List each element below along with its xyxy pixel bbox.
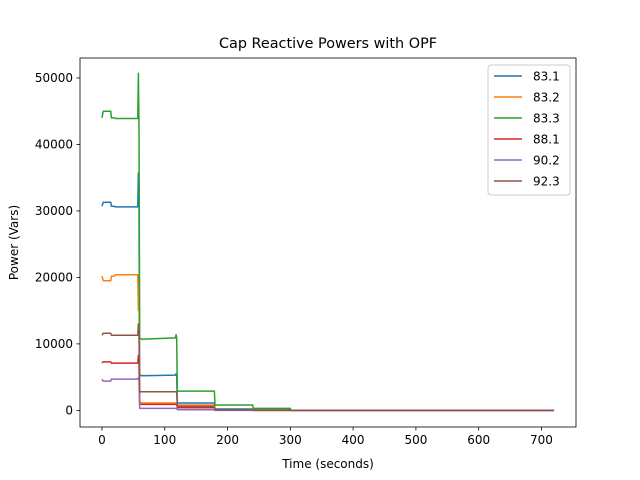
legend-label: 90.2: [533, 153, 560, 167]
x-tick-label: 600: [467, 433, 490, 447]
y-tick-label: 50000: [35, 71, 73, 85]
x-tick-label: 100: [153, 433, 176, 447]
chart-title: Cap Reactive Powers with OPF: [219, 36, 437, 52]
legend-label: 92.3: [533, 174, 560, 188]
x-axis: 0 100 200 300 400 500 600 700: [98, 427, 553, 447]
x-tick-label: 300: [279, 433, 302, 447]
x-tick-label: 500: [404, 433, 427, 447]
plot-frame: [79, 57, 577, 428]
y-tick-label: 20000: [35, 271, 73, 285]
x-tick-label: 400: [342, 433, 365, 447]
x-axis-label: Time (seconds): [281, 457, 374, 471]
y-tick-label: 10000: [35, 337, 73, 351]
series-line-92-3: [101, 323, 555, 412]
legend-label: 83.3: [533, 111, 560, 125]
y-tick-label: 30000: [35, 204, 73, 218]
x-tick-label: 0: [98, 433, 106, 447]
x-tick-label: 200: [216, 433, 239, 447]
legend: 83.1 83.2 83.3 88.1 90.2 92.3: [487, 64, 571, 196]
y-tick-label: 40000: [35, 138, 73, 152]
series-layer: [101, 72, 555, 412]
y-axis: 0 10000 20000 30000 40000 50000: [35, 71, 80, 418]
legend-label: 83.1: [533, 69, 560, 83]
y-tick-label: 0: [65, 404, 73, 418]
legend-label: 88.1: [533, 132, 560, 146]
x-tick-label: 700: [530, 433, 553, 447]
legend-label: 83.2: [533, 90, 560, 104]
y-axis-label: Power (Vars): [7, 205, 21, 280]
series-line-83-3: [101, 72, 555, 412]
